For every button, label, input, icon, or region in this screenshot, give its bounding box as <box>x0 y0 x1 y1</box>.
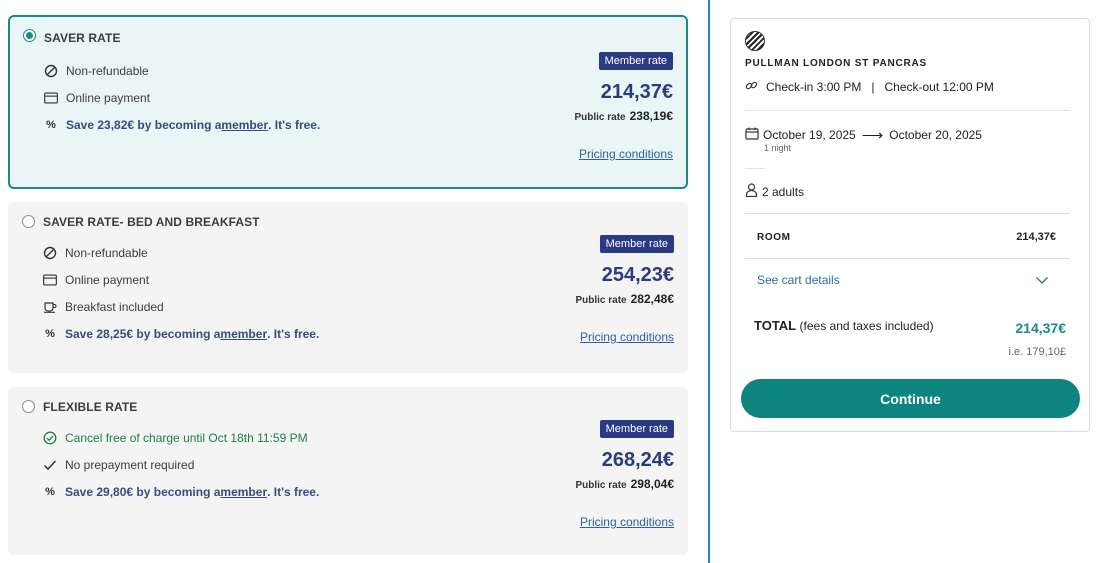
rate-title: FLEXIBLE RATE <box>43 400 138 414</box>
percent-icon: % <box>46 119 56 131</box>
booking-summary-panel: PULLMAN LONDON ST PANCRAS Check-in 3:00 … <box>730 18 1090 432</box>
member-link[interactable]: member <box>220 485 268 499</box>
member-savings-promo: % Save 28,25€ by becoming a member. It's… <box>43 326 319 342</box>
member-price: 214,37€ <box>600 81 673 103</box>
feature-text: Cancel free of charge until Oct 18th 11:… <box>65 431 308 445</box>
pricing-conditions-link[interactable]: Pricing conditions <box>579 515 674 529</box>
feature-non-refundable: Non-refundable <box>43 245 148 261</box>
divider <box>745 258 1070 259</box>
feature-text: Breakfast included <box>65 300 164 314</box>
member-price: 268,24€ <box>601 449 674 471</box>
chevron-down-icon[interactable] <box>1035 273 1049 287</box>
see-cart-details-link[interactable]: See cart details <box>757 273 840 287</box>
feature-online-payment: Online payment <box>44 90 150 106</box>
total-sub-label: (fees and taxes included) <box>799 319 934 333</box>
rate-card-saver[interactable]: SAVER RATE Non-refundable Online payment… <box>8 15 688 189</box>
total-price: 214,37€ <box>1015 320 1066 336</box>
feature-text: Non-refundable <box>66 64 149 78</box>
room-price: 214,37€ <box>1016 231 1056 243</box>
pricing-conditions-link[interactable]: Pricing conditions <box>578 147 673 161</box>
stay-dates: October 19, 2025 ⟶ October 20, 2025 <box>745 126 982 144</box>
member-price: 254,23€ <box>601 264 674 286</box>
checkin-time: Check-in 3:00 PM <box>766 80 862 94</box>
percent-icon: % <box>45 486 55 498</box>
ban-icon <box>44 64 58 78</box>
hotel-name: PULLMAN LONDON ST PANCRAS <box>745 58 928 69</box>
promo-text-end: . It's free. <box>267 485 320 499</box>
member-link[interactable]: member <box>220 327 268 341</box>
date-to: October 20, 2025 <box>889 128 982 142</box>
public-rate: Public rate 238,19€ <box>574 109 673 123</box>
public-rate: Public rate 298,04€ <box>575 477 674 491</box>
guests-text: 2 adults <box>762 184 805 199</box>
coffee-cup-icon <box>43 300 57 314</box>
public-rate-label: Public rate <box>574 112 626 123</box>
feature-online-payment: Online payment <box>43 272 149 288</box>
check-icon <box>43 458 57 472</box>
promo-text: Save 28,25€ by becoming a <box>65 327 221 341</box>
checkin-separator: | <box>871 80 875 94</box>
divider <box>745 213 1070 214</box>
member-rate-badge: Member rate <box>598 52 673 70</box>
rate-title: SAVER RATE- BED AND BREAKFAST <box>43 215 260 229</box>
person-icon <box>745 183 758 200</box>
guests-count: 2 adults <box>745 183 804 200</box>
rate-radio-selected[interactable] <box>23 29 36 42</box>
percent-icon: % <box>45 328 55 340</box>
divider <box>745 110 1070 111</box>
member-rate-badge: Member rate <box>599 235 674 253</box>
hotel-logo <box>745 31 765 51</box>
feature-text: Online payment <box>66 91 151 105</box>
feature-free-cancellation: Cancel free of charge until Oct 18th 11:… <box>43 430 308 446</box>
calendar-icon <box>745 127 759 143</box>
feature-non-refundable: Non-refundable <box>44 63 149 79</box>
checkin-checkout-times: Check-in 3:00 PM | Check-out 12:00 PM <box>745 79 994 95</box>
promo-text-end: . It's free. <box>267 327 320 341</box>
member-savings-promo: % Save 29,80€ by becoming a member. It's… <box>43 484 319 500</box>
arrow-right-icon: ⟶ <box>861 127 884 144</box>
divider-short <box>745 168 765 169</box>
feature-text: Online payment <box>65 273 150 287</box>
pricing-conditions-link[interactable]: Pricing conditions <box>579 330 674 344</box>
credit-card-icon <box>43 273 57 287</box>
promo-text: Save 23,82€ by becoming a <box>66 118 222 132</box>
member-rate-badge: Member rate <box>599 420 674 438</box>
public-rate-label: Public rate <box>575 295 627 306</box>
total-label: TOTAL (fees and taxes included) <box>754 318 934 333</box>
promo-text: Save 29,80€ by becoming a <box>65 485 221 499</box>
rate-radio[interactable] <box>22 215 35 228</box>
public-rate: Public rate 282,48€ <box>575 292 674 306</box>
nights-count: 1 night <box>764 143 792 153</box>
total-price-gbp: i.e. 179,10£ <box>1008 346 1067 358</box>
vertical-divider <box>708 0 710 563</box>
link-chain-icon <box>745 79 758 95</box>
credit-card-icon <box>44 91 58 105</box>
public-rate-price: 238,19€ <box>629 109 673 123</box>
checkout-time: Check-out 12:00 PM <box>884 80 994 94</box>
check-circle-icon <box>43 431 57 445</box>
feature-breakfast: Breakfast included <box>43 299 164 315</box>
ban-icon <box>43 246 57 260</box>
continue-button[interactable]: Continue <box>741 379 1080 418</box>
room-label: ROOM <box>757 232 791 243</box>
rate-radio[interactable] <box>22 400 35 413</box>
feature-text: Non-refundable <box>65 246 148 260</box>
public-rate-price: 282,48€ <box>630 292 674 306</box>
feature-no-prepayment: No prepayment required <box>43 457 194 473</box>
public-rate-label: Public rate <box>575 480 627 491</box>
promo-text-end: . It's free. <box>268 118 321 132</box>
rate-title: SAVER RATE <box>44 31 121 45</box>
member-link[interactable]: member <box>221 118 269 132</box>
rate-card-bed-and-breakfast[interactable]: SAVER RATE- BED AND BREAKFAST Non-refund… <box>8 202 688 373</box>
total-label-text: TOTAL <box>754 318 796 333</box>
public-rate-price: 298,04€ <box>630 477 674 491</box>
rate-card-flexible[interactable]: FLEXIBLE RATE Cancel free of charge unti… <box>8 387 688 555</box>
date-from: October 19, 2025 <box>763 128 856 142</box>
member-savings-promo: % Save 23,82€ by becoming a member. It's… <box>44 117 320 133</box>
feature-text: No prepayment required <box>65 458 195 472</box>
